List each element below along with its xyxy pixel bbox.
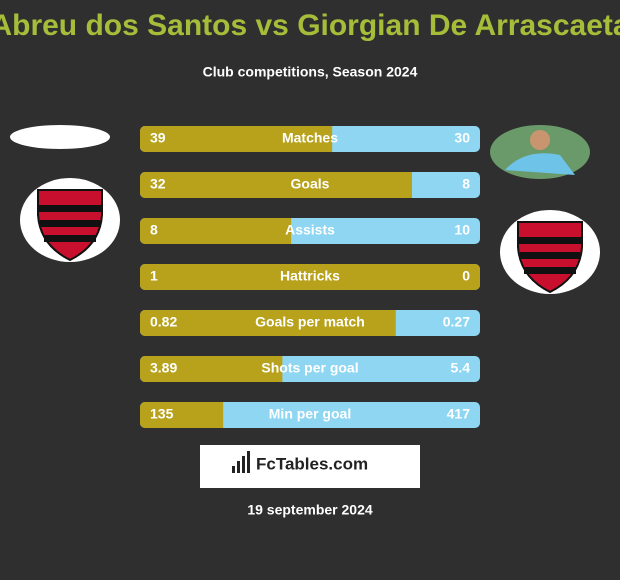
left-value: 0.82 <box>150 314 177 330</box>
left-value: 39 <box>150 130 166 146</box>
bar-left <box>140 264 480 290</box>
bar-left <box>140 356 283 382</box>
player-placeholder <box>10 125 110 149</box>
stat-label: Assists <box>285 222 335 238</box>
bar-left <box>140 310 396 336</box>
stat-label: Matches <box>282 130 338 146</box>
bar-left <box>140 172 412 198</box>
subtitle: Club competitions, Season 2024 <box>203 64 418 80</box>
club-logo-left <box>20 178 120 262</box>
brand-box: FcTables.com <box>200 445 420 488</box>
right-value: 0.27 <box>443 314 470 330</box>
stat-label: Min per goal <box>269 406 351 422</box>
bar-left <box>140 402 224 428</box>
bar-left <box>140 218 292 244</box>
date: 19 september 2024 <box>247 502 373 518</box>
left-value: 8 <box>150 222 158 238</box>
right-value: 8 <box>462 176 470 192</box>
right-value: 30 <box>454 130 470 146</box>
title: Abreu dos Santos vs Giorgian De Arrascae… <box>0 9 620 42</box>
right-value: 10 <box>454 222 470 238</box>
right-value: 5.4 <box>451 360 471 376</box>
right-value: 0 <box>462 268 470 284</box>
bar-left <box>140 126 333 152</box>
stat-label: Hattricks <box>280 268 340 284</box>
stat-label: Goals per match <box>255 314 365 330</box>
player-photo-right <box>490 125 590 179</box>
brand: FcTables.com <box>256 454 368 473</box>
left-value: 32 <box>150 176 166 192</box>
right-value: 417 <box>447 406 471 422</box>
left-value: 3.89 <box>150 360 177 376</box>
left-value: 135 <box>150 406 174 422</box>
left-value: 1 <box>150 268 158 284</box>
club-logo-right <box>500 210 600 294</box>
stat-label: Shots per goal <box>261 360 358 376</box>
stat-label: Goals <box>291 176 330 192</box>
